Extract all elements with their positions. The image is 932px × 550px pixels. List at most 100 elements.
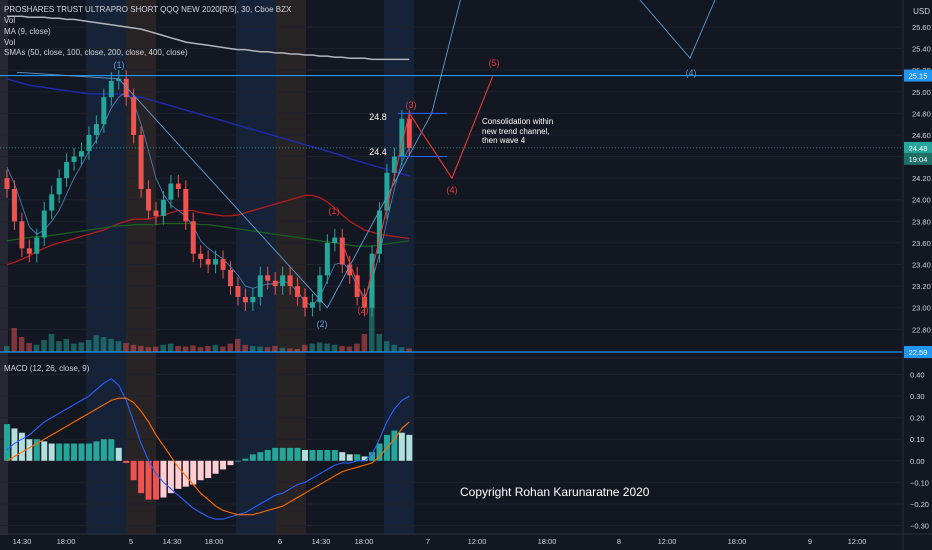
volume-bar xyxy=(56,341,62,352)
wave-4-projection-line xyxy=(639,0,716,59)
price-tick-label: 23.60 xyxy=(912,239,931,248)
price-tick-label: 23.20 xyxy=(912,282,931,291)
volume-bar xyxy=(145,347,152,352)
annotation-note: Consolidation within new trend channel, … xyxy=(482,117,554,145)
legend-ma: MA (9, close) xyxy=(4,27,51,36)
time-tick-label: 12:00 xyxy=(848,537,867,546)
volume-bar xyxy=(41,340,47,352)
candle-body xyxy=(324,242,330,276)
volume-bar xyxy=(398,347,405,352)
macd-histogram-bar xyxy=(205,460,212,479)
price-badge-bg xyxy=(904,69,932,82)
time-tick-label: 14:30 xyxy=(312,537,331,546)
candle-body xyxy=(280,275,286,287)
candle-body xyxy=(377,210,382,254)
volume-bar xyxy=(93,335,99,352)
volume-bar xyxy=(339,346,345,352)
time-tick-label: 5 xyxy=(129,537,133,546)
volume-bar xyxy=(153,346,159,352)
candle-body xyxy=(116,78,122,81)
macd-histogram-bar xyxy=(309,450,316,461)
macd-histogram-bar xyxy=(339,452,346,461)
volume-bar xyxy=(190,345,196,352)
volume-bar xyxy=(18,337,25,352)
price-tick-label: 24.00 xyxy=(912,196,931,205)
macd-histogram-bar xyxy=(369,452,376,461)
macd-histogram-bar xyxy=(71,443,78,461)
macd-histogram-bar xyxy=(406,434,413,461)
macd-tick-label: 0.40 xyxy=(910,370,925,379)
price-tick-label: 25.40 xyxy=(912,45,931,54)
macd-histogram-bar xyxy=(48,443,55,461)
wave-label-red-4: (4) xyxy=(447,185,458,195)
macd-histogram-bar xyxy=(257,452,264,461)
price-tick-label: 24.60 xyxy=(912,131,931,140)
time-tick-label: 12:00 xyxy=(658,537,677,546)
volume-bar xyxy=(302,344,308,352)
time-tick-label: 14:30 xyxy=(13,537,32,546)
candle-body xyxy=(168,183,174,200)
macd-histogram-bar xyxy=(234,460,241,462)
volume-bar xyxy=(130,344,137,352)
macd-histogram-bar xyxy=(175,460,182,489)
time-tick-label: 18:00 xyxy=(355,537,374,546)
volume-bar xyxy=(220,346,226,352)
candle-body xyxy=(399,118,405,157)
volume-bar xyxy=(108,338,114,352)
legend-vol: Vol xyxy=(4,16,16,25)
price-tick-label: 23.00 xyxy=(912,304,931,313)
price-tick-label: 23.40 xyxy=(912,261,931,270)
macd-histogram-bar xyxy=(100,439,107,461)
signal-line xyxy=(6,397,410,516)
macd-histogram-bar xyxy=(212,460,219,474)
volume-bar xyxy=(11,328,17,352)
price-badge-text: 24.48 xyxy=(909,144,928,153)
candle-body xyxy=(160,199,166,216)
wave-label-blue-1: (1) xyxy=(114,60,125,70)
volume-bar xyxy=(63,338,70,352)
candle-body xyxy=(131,97,137,135)
macd-histogram-bar xyxy=(324,450,331,461)
volume-bar xyxy=(369,292,375,352)
macd-histogram-bar xyxy=(391,430,398,461)
volume-bar xyxy=(138,346,144,352)
price-badge-bg xyxy=(904,152,932,165)
candle-body xyxy=(235,286,241,297)
volume-bar xyxy=(391,344,397,352)
candle-body xyxy=(64,161,70,179)
sma-400-line xyxy=(7,15,410,61)
candle-body xyxy=(190,221,196,254)
session-shade xyxy=(126,0,156,535)
volume-bar xyxy=(287,348,293,352)
candle-body xyxy=(309,302,315,308)
candle-body xyxy=(34,237,40,254)
macd-histogram-bar xyxy=(4,424,10,461)
macd-tick-label: 0.00 xyxy=(910,457,925,466)
macd-line xyxy=(6,378,410,520)
volume-bar xyxy=(331,344,338,352)
candle-body xyxy=(11,188,17,222)
candle-body xyxy=(302,296,308,308)
time-tick-label: 14:30 xyxy=(163,537,182,546)
price-badge-bg xyxy=(904,141,932,154)
macd-histogram-bar xyxy=(41,441,48,461)
volume-bar xyxy=(78,342,84,352)
candle-body xyxy=(213,259,219,265)
macd-histogram-bar xyxy=(85,443,92,461)
volume-bar xyxy=(376,334,382,352)
wave-count-blue-line xyxy=(16,0,461,309)
candle-body xyxy=(347,264,353,276)
wave-label-red-3: (3) xyxy=(406,100,417,110)
macd-tick-label: 0.10 xyxy=(910,435,925,444)
volume-bar xyxy=(354,343,360,352)
macd-histogram-bar xyxy=(78,443,85,461)
time-tick-label: 18:00 xyxy=(57,537,76,546)
price-badge-bg xyxy=(904,346,932,358)
volume-bar xyxy=(175,346,181,352)
candle-body xyxy=(101,97,107,125)
volume-bar xyxy=(100,337,107,352)
level-label-24-4: 24.4 xyxy=(369,147,387,157)
time-tick-label: 7 xyxy=(426,537,430,546)
volume-bar xyxy=(383,341,390,352)
